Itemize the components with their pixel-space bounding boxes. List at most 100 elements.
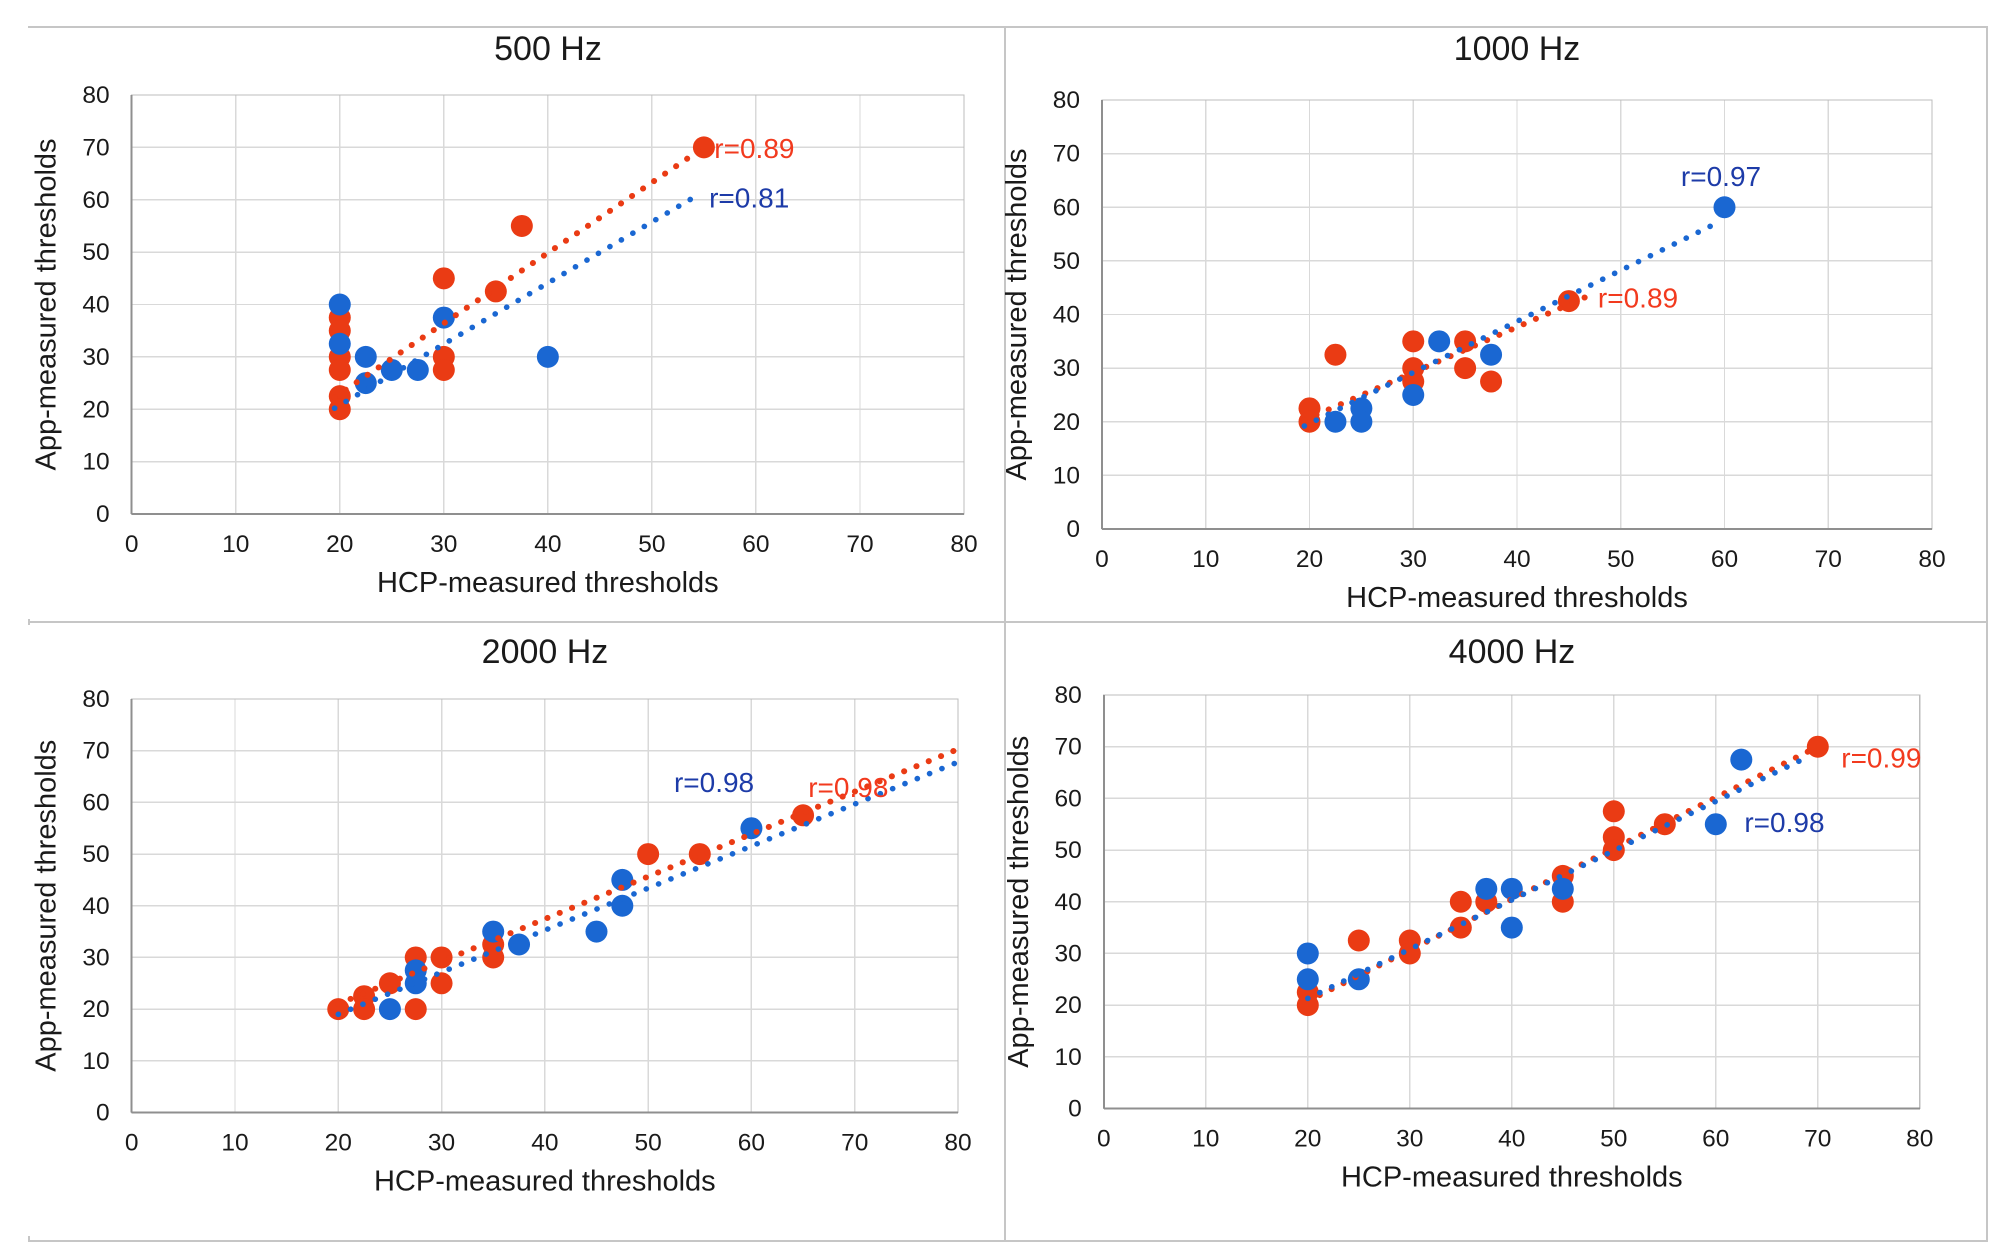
x-tick-label: 50 bbox=[1607, 546, 1634, 573]
y-tick-label: 20 bbox=[1053, 409, 1080, 436]
plot-title: 2000 Hz bbox=[482, 633, 609, 671]
data-point-red bbox=[1557, 290, 1580, 313]
data-point-red bbox=[353, 998, 376, 1021]
x-tick-label: 30 bbox=[430, 531, 457, 558]
x-tick-label: 80 bbox=[1918, 546, 1945, 573]
panel-2000hz: r=0.98 r=0.98 0 10 20 30 40 50 60 70 80 0 10 20 30 40 50… bbox=[2, 625, 1002, 1236]
trendline-red bbox=[331, 144, 707, 401]
data-point-blue bbox=[536, 345, 559, 368]
x-tick-label: 60 bbox=[738, 1130, 765, 1157]
data-point-red bbox=[430, 972, 453, 995]
data-point-blue bbox=[1551, 877, 1574, 900]
x-tick-label: 60 bbox=[1711, 546, 1738, 573]
plot-title: 500 Hz bbox=[494, 30, 602, 68]
data-point-blue bbox=[585, 920, 608, 943]
data-point-red bbox=[404, 998, 427, 1021]
x-tick-label: 10 bbox=[222, 531, 249, 558]
r-value-label: r=0.89 bbox=[1598, 283, 1678, 314]
data-point-red bbox=[1449, 916, 1472, 939]
y-tick-label: 0 bbox=[96, 1100, 110, 1127]
r-value-label: r=0.98 bbox=[808, 772, 888, 803]
data-point-red bbox=[1806, 735, 1829, 758]
y-axis-label: App-measured thresholds bbox=[31, 740, 63, 1072]
y-tick-label: 10 bbox=[82, 449, 109, 476]
r-value-label: r=0.89 bbox=[714, 133, 794, 164]
y-tick-label: 30 bbox=[1055, 940, 1082, 967]
data-point-blue bbox=[1500, 877, 1523, 900]
data-point-red bbox=[510, 214, 533, 237]
data-point-blue bbox=[1713, 196, 1736, 219]
x-tick-label: 50 bbox=[635, 1130, 662, 1157]
chart-1000hz: r=0.89 r=0.97 0 10 20 30 40 50 60 70 80 0 10 20 30 40 50… bbox=[1001, 30, 1946, 614]
data-point-blue bbox=[1500, 916, 1523, 939]
data-point-blue bbox=[1402, 383, 1425, 406]
y-tick-label: 50 bbox=[1053, 248, 1080, 275]
x-tick-label: 10 bbox=[1192, 546, 1219, 573]
x-axis-label: HCP-measured thresholds bbox=[1341, 1162, 1683, 1194]
trendline-red bbox=[335, 746, 961, 1007]
y-tick-label: 60 bbox=[82, 789, 109, 816]
x-tick-label: 20 bbox=[1296, 546, 1323, 573]
y-tick-label: 30 bbox=[82, 944, 109, 971]
data-point-blue bbox=[432, 306, 455, 329]
y-tick-label: 40 bbox=[1053, 302, 1080, 329]
data-point-blue bbox=[1350, 410, 1373, 433]
plot-title: 1000 Hz bbox=[1454, 30, 1581, 68]
x-tick-label: 10 bbox=[1192, 1126, 1219, 1153]
y-tick-label: 50 bbox=[82, 841, 109, 868]
data-point-red bbox=[1402, 330, 1425, 353]
x-tick-label: 30 bbox=[428, 1130, 455, 1157]
y-tick-label: 60 bbox=[1055, 785, 1082, 812]
y-tick-label: 0 bbox=[1068, 1096, 1082, 1123]
y-tick-label: 40 bbox=[1055, 889, 1082, 916]
data-point-red bbox=[1296, 994, 1319, 1017]
data-point-red bbox=[1454, 357, 1477, 380]
data-point-red bbox=[327, 998, 350, 1021]
data-point-blue bbox=[380, 358, 403, 381]
y-tick-label: 70 bbox=[82, 738, 109, 765]
x-tick-label: 0 bbox=[1095, 546, 1109, 573]
x-tick-label: 80 bbox=[944, 1130, 971, 1157]
data-point-blue bbox=[1704, 813, 1727, 836]
x-tick-label: 50 bbox=[1600, 1126, 1627, 1153]
panel-divider-horizontal bbox=[28, 621, 1986, 623]
data-point-red bbox=[1480, 370, 1503, 393]
x-tick-label: 40 bbox=[1498, 1126, 1525, 1153]
x-tick-label: 40 bbox=[531, 1130, 558, 1157]
r-value-label: r=0.81 bbox=[709, 183, 789, 214]
data-point-red bbox=[1449, 890, 1472, 913]
data-point-red bbox=[637, 843, 660, 866]
panel-500hz: r=0.89 r=0.81 0 10 20 30 40 50 60 70 80 0 10 20 30 40 50… bbox=[2, 28, 1002, 619]
y-tick-label: 20 bbox=[82, 996, 109, 1023]
x-tick-label: 80 bbox=[950, 531, 977, 558]
y-tick-label: 80 bbox=[82, 686, 109, 713]
y-tick-label: 50 bbox=[82, 239, 109, 266]
x-tick-label: 60 bbox=[742, 531, 769, 558]
chart-500hz: r=0.89 r=0.81 0 10 20 30 40 50 60 70 80 0 10 20 30 40 50… bbox=[31, 30, 978, 599]
x-tick-label: 60 bbox=[1702, 1126, 1729, 1153]
data-point-blue bbox=[328, 332, 351, 355]
data-point-red bbox=[792, 804, 815, 827]
data-point-red bbox=[1324, 343, 1347, 366]
x-tick-label: 20 bbox=[326, 531, 353, 558]
y-tick-label: 10 bbox=[82, 1048, 109, 1075]
x-tick-label: 30 bbox=[1396, 1126, 1423, 1153]
x-tick-label: 0 bbox=[1097, 1126, 1111, 1153]
data-point-blue bbox=[354, 345, 377, 368]
data-point-blue bbox=[406, 358, 429, 381]
y-tick-label: 80 bbox=[1053, 87, 1080, 114]
y-tick-label: 10 bbox=[1055, 1044, 1082, 1071]
panel-4000hz: r=0.99 r=0.98 0 10 20 30 40 50 60 70 80 0 10 20 30 40 50… bbox=[1003, 625, 1982, 1236]
y-tick-label: 80 bbox=[1055, 682, 1082, 709]
x-axis-label: HCP-measured thresholds bbox=[374, 1166, 716, 1198]
x-tick-label: 30 bbox=[1400, 546, 1427, 573]
data-point-blue bbox=[404, 972, 427, 995]
chart-2000hz: r=0.98 r=0.98 0 10 20 30 40 50 60 70 80 0 10 20 30 40 50… bbox=[31, 633, 972, 1198]
y-tick-label: 60 bbox=[1053, 194, 1080, 221]
data-point-red bbox=[328, 358, 351, 381]
y-tick-label: 0 bbox=[96, 501, 110, 528]
trendline-blue bbox=[335, 759, 961, 1018]
data-point-blue bbox=[1730, 748, 1753, 771]
data-point-red bbox=[1454, 330, 1477, 353]
panel-divider-vertical bbox=[1004, 26, 1006, 1240]
